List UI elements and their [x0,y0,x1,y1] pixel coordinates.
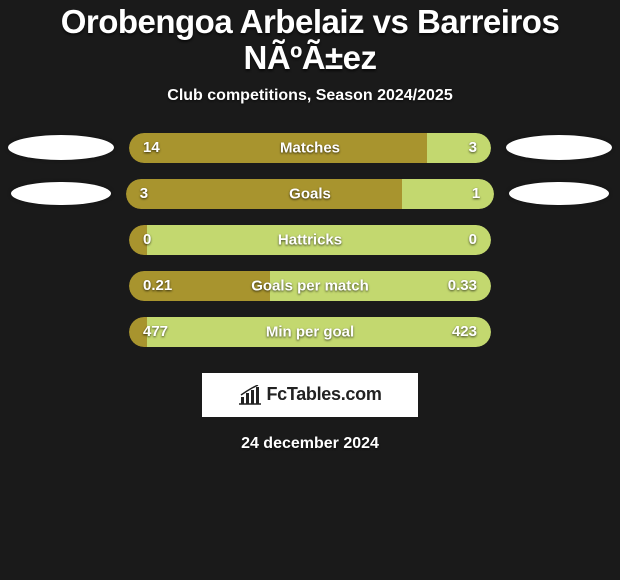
stat-bar: 31Goals [126,179,494,209]
stat-row: 31Goals [8,179,612,209]
stat-bar: 143Matches [129,133,491,163]
bar-left-segment [129,225,147,255]
bar-right-segment [147,225,491,255]
logo-box: FcTables.com [202,373,418,417]
stat-row: 00Hattricks [8,225,612,255]
comparison-infographic: Orobengoa Arbelaiz vs Barreiros NÃºÃ±ez … [0,0,620,453]
logo-text: FcTables.com [266,384,381,405]
subtitle: Club competitions, Season 2024/2025 [0,87,620,105]
date-text: 24 december 2024 [0,435,620,453]
left-ellipse [11,182,111,206]
right-ellipse [509,182,609,206]
stat-row: 0.210.33Goals per match [8,271,612,301]
stat-bar: 00Hattricks [129,225,491,255]
bar-left-segment [129,133,427,163]
bar-left-segment [129,317,147,347]
bar-right-segment [270,271,491,301]
stat-row: 143Matches [8,133,612,163]
left-ellipse [8,135,114,160]
page-title: Orobengoa Arbelaiz vs Barreiros NÃºÃ±ez [0,4,620,77]
stat-row: 477423Min per goal [8,317,612,347]
right-ellipse [506,135,612,160]
bar-left-segment [129,271,270,301]
bar-left-segment [126,179,402,209]
bar-right-segment [147,317,491,347]
stat-bar: 0.210.33Goals per match [129,271,491,301]
barchart-icon [238,385,262,405]
bar-right-segment [402,179,494,209]
stat-rows: 143Matches 31Goals 00Hattricks 0.210.33Goal… [0,133,620,347]
stat-bar: 477423Min per goal [129,317,491,347]
bar-right-segment [427,133,491,163]
